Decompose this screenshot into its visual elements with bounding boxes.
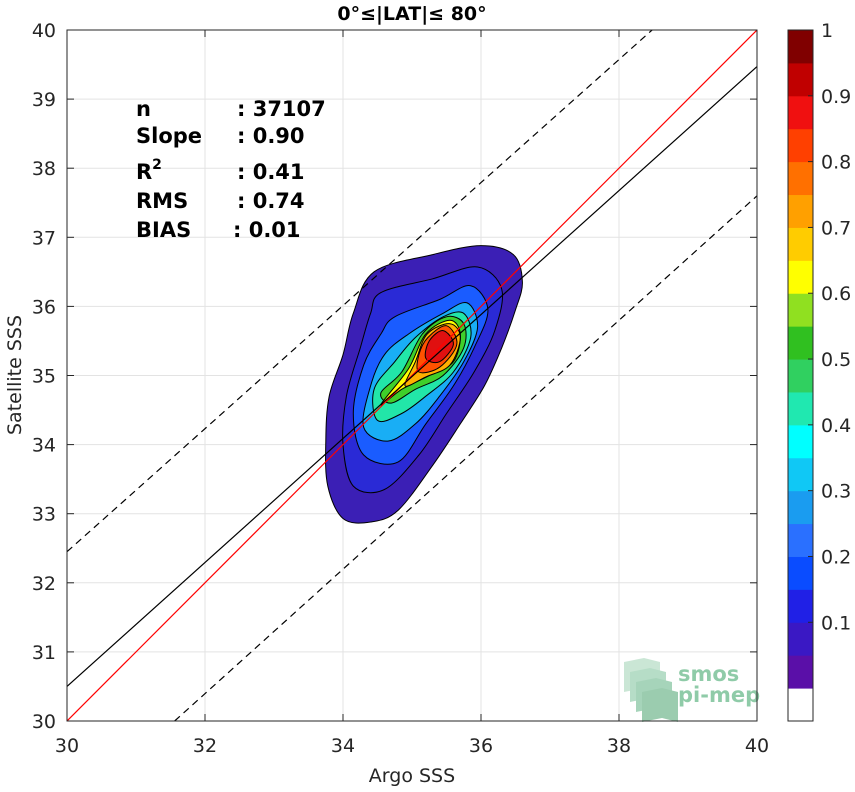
colorbar-tick-label: 0.3 <box>821 481 851 503</box>
colorbar-band-9 <box>788 391 813 426</box>
y-tick-label: 39 <box>32 89 56 111</box>
regression-line <box>67 66 757 687</box>
y-tick-label: 33 <box>32 504 56 526</box>
colorbar-tick-label: 0.1 <box>821 612 851 634</box>
colorbar-band-12 <box>788 293 813 327</box>
colorbar-tick-label: 0.5 <box>821 349 851 371</box>
lower-bound-line <box>174 195 757 721</box>
reference-lines <box>67 30 757 721</box>
y-tick-label: 36 <box>32 296 56 318</box>
upper-bound-line <box>67 30 653 553</box>
colorbar: 0.1 0.2 0.3 0.4 0.5 0.6 0.7 0.8 0.9 1 <box>787 20 851 722</box>
colorbar-band-16 <box>788 161 813 196</box>
one-to-one-line <box>67 30 757 721</box>
x-tick-label: 30 <box>55 735 79 757</box>
chart-title: 0°≤|LAT|≤ 80° <box>337 3 486 25</box>
stat-label: RMS <box>136 189 188 213</box>
axis-ticks: 30 32 34 36 38 40 30 31 32 33 34 35 36 37 38 39 40 <box>32 20 769 757</box>
x-tick-label: 34 <box>331 735 355 757</box>
colorbar-band-6 <box>788 490 813 525</box>
colorbar-tick-label: 0.8 <box>821 152 851 174</box>
colorbar-tick-label: 0.4 <box>821 415 851 437</box>
stats-box: n : 37107 Slope : 0.90 R2 : 0.41 RMS : 0.74 BIAS… <box>136 97 326 242</box>
y-tick-label: 40 <box>32 20 56 42</box>
density-contours <box>325 245 523 524</box>
stat-value: : 37107 <box>237 97 326 121</box>
colorbar-tick-label: 1 <box>821 20 833 42</box>
y-tick-label: 34 <box>32 435 56 457</box>
colorbar-band-7 <box>788 457 813 492</box>
logo-text-smos: smos <box>678 662 739 686</box>
x-tick-label: 40 <box>745 735 769 757</box>
logo-text-pimep: pi-mep <box>678 683 760 707</box>
y-tick-label: 35 <box>32 366 56 388</box>
stat-value: : 0.74 <box>237 189 305 213</box>
colorbar-band-17 <box>788 128 813 163</box>
colorbar-band-8 <box>788 424 813 459</box>
colorbar-band-1 <box>788 655 813 689</box>
colorbar-band-4 <box>788 556 813 590</box>
y-tick-label: 31 <box>32 642 56 664</box>
colorbar-band-14 <box>788 227 813 261</box>
y-tick-label: 37 <box>32 227 56 249</box>
x-tick-label: 36 <box>469 735 493 757</box>
colorbar-band-5 <box>788 523 813 557</box>
logo-graphic <box>624 658 678 722</box>
stat-label: n <box>136 97 151 121</box>
y-tick-label: 30 <box>32 711 56 733</box>
stat-label: R2 <box>136 157 162 184</box>
colorbar-frame <box>787 29 814 722</box>
colorbar-band-13 <box>788 260 813 294</box>
x-axis-label: Argo SSS <box>369 765 455 787</box>
stat-label: Slope <box>136 124 202 148</box>
colorbar-tick-label: 0.9 <box>821 86 851 108</box>
colorbar-band-2 <box>788 622 813 656</box>
colorbar-band-15 <box>788 194 813 228</box>
x-tick-label: 38 <box>607 735 631 757</box>
colorbar-band-11 <box>788 326 813 360</box>
colorbar-band-0 <box>788 688 813 722</box>
colorbar-tick-label: 0.7 <box>821 217 851 239</box>
stat-label: BIAS <box>136 218 191 242</box>
x-tick-label: 32 <box>193 735 217 757</box>
colorbar-band-3 <box>788 589 813 623</box>
colorbar-band-20 <box>788 30 813 64</box>
colorbar-band-18 <box>788 95 813 130</box>
logo-layer-3 <box>642 688 678 722</box>
stat-value: : 0.01 <box>233 218 301 242</box>
colorbar-tick-label: 0.6 <box>821 283 851 305</box>
colorbar-band-19 <box>788 62 813 97</box>
colorbar-tick-label: 0.2 <box>821 546 851 568</box>
y-tick-label: 32 <box>32 573 56 595</box>
colorbar-band-10 <box>788 359 813 393</box>
stat-value: : 0.90 <box>237 124 305 148</box>
y-tick-label: 38 <box>32 158 56 180</box>
stat-value: : 0.41 <box>237 160 305 184</box>
y-axis-label: Satellite SSS <box>4 315 26 435</box>
